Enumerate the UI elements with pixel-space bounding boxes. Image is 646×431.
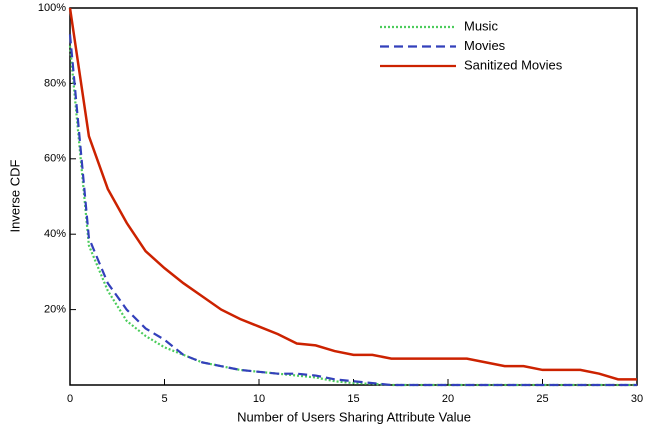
x-tick-label: 25 — [536, 393, 548, 405]
series-line — [68, 7, 637, 381]
y-tick-label: 20% — [44, 304, 66, 316]
x-tick-label: 20 — [442, 393, 454, 405]
y-tick-label: 40% — [44, 228, 66, 240]
x-axis-title: Number of Users Sharing Attribute Value — [237, 409, 471, 424]
x-tick-label: 0 — [67, 393, 73, 405]
y-tick-label: 60% — [44, 153, 66, 165]
legend-label: Movies — [464, 38, 506, 53]
series-line — [68, 34, 637, 387]
y-tick-label: 100% — [38, 2, 66, 14]
y-axis-title: Inverse CDF — [7, 159, 22, 232]
legend-label: Music — [464, 18, 498, 33]
series-line — [68, 45, 637, 387]
x-tick-label: 30 — [631, 393, 643, 405]
y-tick-label: 80% — [44, 77, 66, 89]
legend-label: Sanitized Movies — [464, 57, 563, 72]
x-tick-label: 10 — [253, 393, 265, 405]
x-tick-label: 5 — [161, 393, 167, 405]
x-tick-label: 15 — [347, 393, 359, 405]
